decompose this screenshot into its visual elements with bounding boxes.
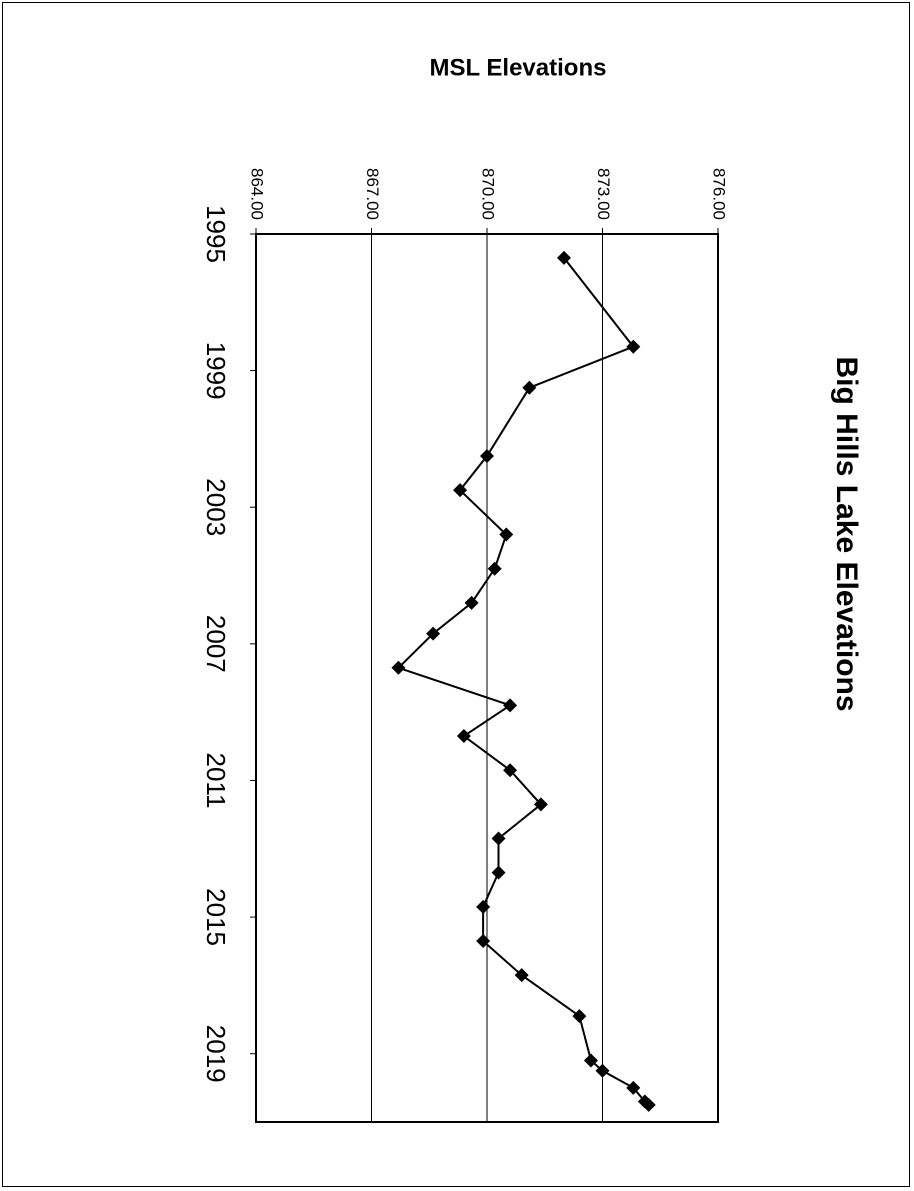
data-point — [476, 899, 491, 914]
x-tick-label: 1999 — [201, 342, 231, 400]
data-point — [572, 1009, 587, 1024]
data-point — [456, 729, 471, 744]
data-point — [626, 339, 641, 354]
chart-title: Big Hills Lake Elevations — [830, 356, 863, 711]
data-point — [533, 797, 548, 812]
x-tick-label: 2015 — [201, 888, 231, 946]
y-tick-label: 867.00 — [363, 168, 382, 220]
data-point — [491, 831, 506, 846]
data-point — [522, 380, 537, 395]
data-point — [626, 1080, 641, 1095]
data-point — [514, 968, 529, 983]
data-point — [503, 698, 518, 713]
x-tick-label: 2011 — [201, 753, 231, 809]
data-point — [503, 763, 518, 778]
x-tick-label: 2007 — [201, 615, 231, 673]
data-point — [641, 1097, 656, 1112]
data-point — [499, 527, 514, 542]
data-point — [480, 449, 494, 463]
gridlines — [371, 234, 603, 1122]
x-tick-label: 2019 — [201, 1025, 231, 1083]
y-axis-label: MSL Elevations — [430, 54, 607, 81]
data-point — [583, 1053, 598, 1068]
data-point — [464, 595, 479, 610]
y-tick-label: 873.00 — [594, 168, 613, 220]
data-point — [453, 483, 468, 498]
series-markers — [391, 250, 656, 1112]
x-tick-label: 2003 — [201, 478, 231, 536]
y-tick-label: 876.00 — [710, 168, 729, 220]
x-tick-label: 1995 — [201, 205, 231, 263]
data-point — [491, 865, 506, 880]
data-point — [476, 933, 491, 948]
x-axis-ticks: 1995 1999 2003 2007 2011 2015 2019 — [201, 205, 256, 1083]
data-point — [391, 660, 406, 675]
data-point — [595, 1063, 610, 1078]
data-point — [557, 250, 571, 265]
y-tick-label: 864.00 — [248, 168, 267, 220]
y-tick-label: 870.00 — [479, 168, 498, 220]
y-axis-ticks: 864.00 867.00 870.00 873.00 876.00 — [248, 168, 729, 234]
data-point — [426, 626, 441, 641]
data-point — [487, 561, 502, 576]
